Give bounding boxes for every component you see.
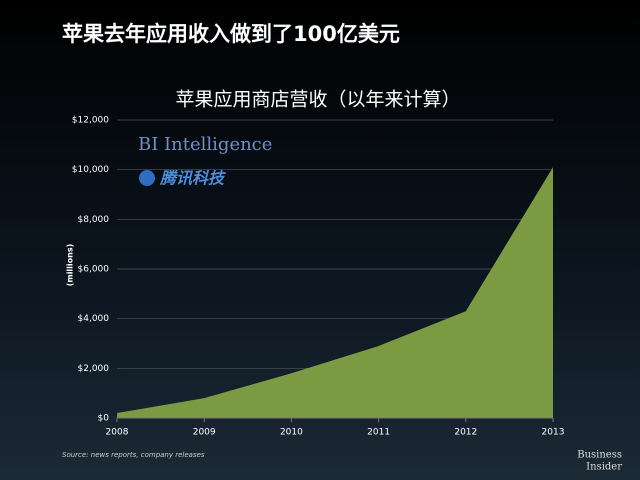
y-axis-label: (millions)	[66, 244, 75, 287]
y-tick-label: $0	[98, 414, 110, 424]
chart-title: 苹果应用商店营收（以年来计算）	[175, 89, 460, 111]
logo: 腾讯科技	[159, 169, 226, 188]
y-tick-label: $2,000	[78, 364, 110, 374]
x-tick-label: 2012	[454, 428, 477, 438]
x-tick-label: 2010	[280, 428, 303, 438]
y-tick-label: $10,000	[72, 165, 109, 175]
watermark: BI Intelligence	[138, 134, 272, 155]
brand: Business	[577, 450, 622, 461]
page-title: 苹果去年应用收入做到了100亿美元	[62, 22, 400, 46]
x-tick-label: 2011	[367, 428, 390, 438]
source: Source: news reports, company releases	[62, 451, 205, 459]
x-tick-label: 2013	[542, 428, 565, 438]
logo-icon	[139, 170, 155, 186]
x-tick-label: 2008	[106, 428, 129, 438]
x-tick-label: 2009	[193, 428, 216, 438]
y-tick-label: $6,000	[78, 265, 110, 275]
y-tick-label: $4,000	[78, 314, 110, 324]
y-tick-label: $12,000	[72, 116, 109, 126]
area	[117, 167, 553, 418]
y-tick-label: $8,000	[78, 215, 110, 225]
brand: Insider	[586, 462, 622, 473]
